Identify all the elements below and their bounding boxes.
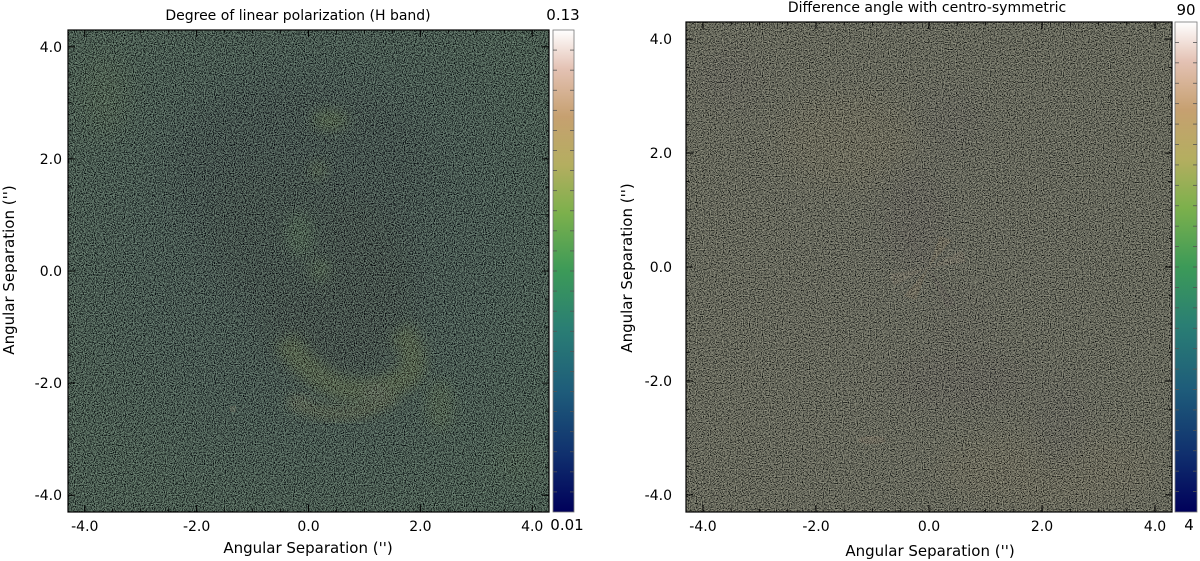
panel-left: Degree of linear polarization (H band) -… [0,6,584,557]
x-tick-label: 4.0 [1144,519,1166,535]
panel-left-ticks: -4.0 -2.0 0.0 2.0 4.0 -4.0 -2.0 0.0 2.0 4.0 [35,30,549,535]
panel-right-colorbar-max: 90 [1176,1,1195,19]
y-tick-label: 4.0 [40,40,62,56]
x-tick-label: -4.0 [71,519,98,535]
panel-right-image [686,22,1172,512]
y-tick-label: 2.0 [650,146,672,162]
y-tick-label: 0.0 [40,264,62,280]
panel-right-colorbar-min: 4 [1184,516,1194,534]
panel-left-colorbar-min: 0.01 [550,516,583,534]
panel-right-xlabel: Angular Separation ('') [845,542,1014,560]
panel-left-xlabel: Angular Separation ('') [223,539,392,557]
panel-left-image [68,30,549,512]
x-tick-label: 0.0 [918,519,940,535]
x-tick-label: -4.0 [689,519,716,535]
panel-right-colorbar-ticks [1175,42,1197,492]
y-tick-label: 2.0 [40,152,62,168]
y-tick-label: 4.0 [650,32,672,48]
panel-left-title: Degree of linear polarization (H band) [165,8,430,24]
panel-right-ticks: -4.0 -2.0 0.0 2.0 4.0 4.0 2.0 0.0 -2.0 -4.0 [645,22,1172,535]
y-tick-label: -2.0 [35,376,62,392]
x-tick-label: -2.0 [183,519,210,535]
panel-right: Difference angle with centro-symmetric [618,0,1198,560]
x-tick-label: 0.0 [297,519,319,535]
panel-right-title: Difference angle with centro-symmetric [788,0,1066,16]
x-tick-label: -2.0 [802,519,829,535]
panel-left-ylabel: Angular Separation ('') [0,185,18,354]
panel-left-colorbar-ticks [553,49,574,493]
panel-left-colorbar-max: 0.13 [546,6,579,24]
y-tick-label: 0.0 [650,260,672,276]
x-tick-label: 2.0 [1031,519,1053,535]
x-tick-label: 2.0 [409,519,431,535]
y-tick-label: -4.0 [35,488,62,504]
panel-right-ylabel: Angular Separation ('') [618,183,636,352]
y-tick-label: -2.0 [645,374,672,390]
x-tick-label: 4.0 [521,519,543,535]
y-tick-label: -4.0 [645,488,672,504]
